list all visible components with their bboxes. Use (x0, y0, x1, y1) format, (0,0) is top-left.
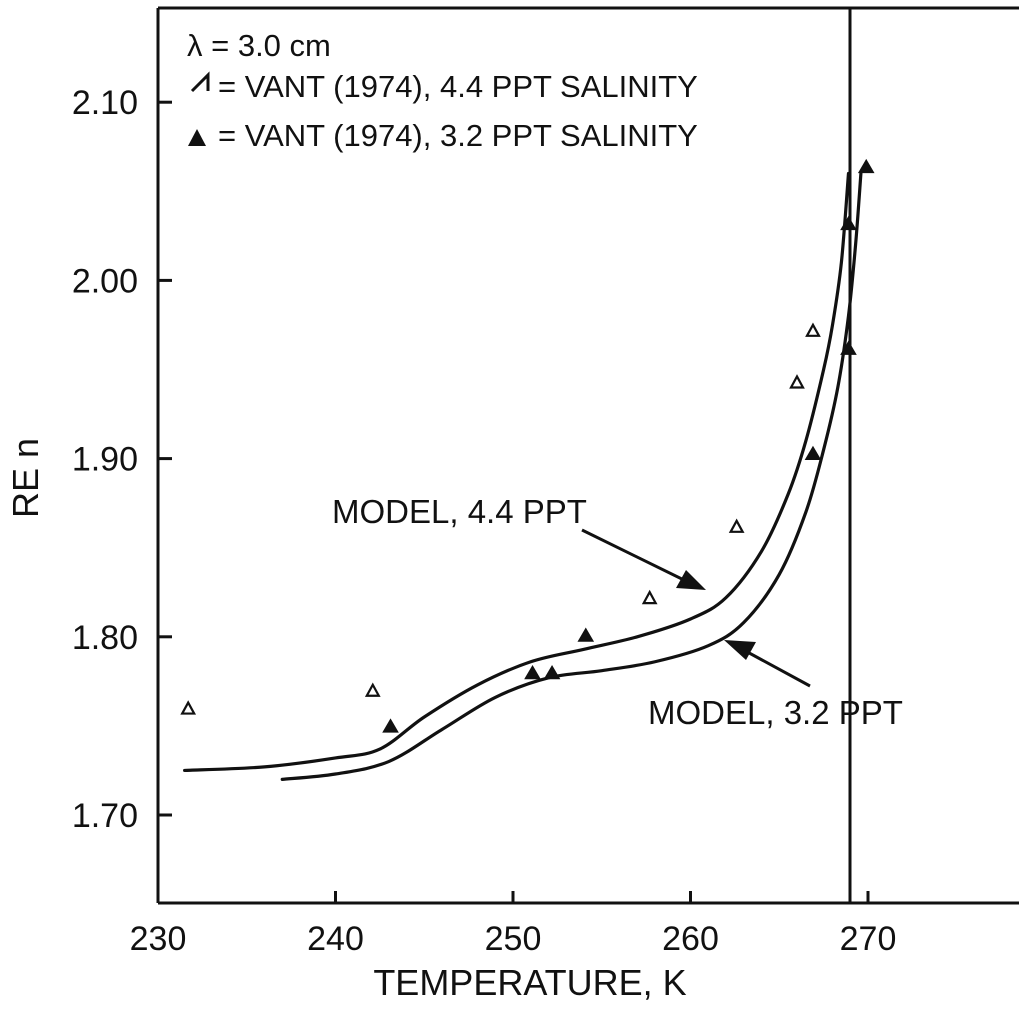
data-point-open-triangle (805, 322, 821, 337)
data-point-filled-triangle (857, 158, 875, 174)
y-tick-label: 1.90 (72, 441, 138, 479)
data-point-filled-triangle (840, 215, 857, 231)
x-tick-label: 260 (662, 920, 719, 958)
legend-series-3-2: = VANT (1974), 3.2 PPT SALINITY (218, 118, 698, 153)
annotation-model-4-4: MODEL, 4.4 PPT (332, 493, 587, 530)
annotation-model-3-2: MODEL, 3.2 PPT (648, 694, 903, 731)
model-curve-4-4 (183, 171, 851, 773)
x-tick-label: 230 (130, 920, 187, 958)
x-tick-label: 250 (485, 920, 542, 958)
data-point-open-triangle (180, 700, 197, 715)
plot-frame (156, 6, 1019, 905)
x-axis-title: TEMPERATURE, K (373, 962, 686, 1003)
legend: λ = 3.0 cm = VANT (1974), 4.4 PPT SALINI… (187, 28, 698, 153)
legend-open-triangle-icon (190, 71, 210, 93)
legend-series-4-4: = VANT (1974), 4.4 PPT SALINITY (218, 69, 698, 104)
data-point-open-triangle (789, 374, 805, 389)
model-curve-3-2 (280, 171, 863, 781)
data-points (180, 158, 875, 733)
y-tick-label: 2.10 (72, 84, 138, 122)
data-point-open-triangle (364, 682, 381, 697)
data-point-filled-triangle (840, 340, 857, 355)
data-point-filled-triangle (382, 718, 399, 733)
data-point-filled-triangle (524, 664, 541, 680)
y-tick-label: 1.80 (72, 619, 138, 657)
x-tick-label: 270 (840, 920, 897, 958)
model-curves (183, 171, 863, 781)
y-tick-label: 2.00 (72, 262, 138, 300)
x-ticks: 230 240 250 260 270 (130, 891, 897, 958)
annotations: MODEL, 4.4 PPT MODEL, 3.2 PPT (332, 493, 903, 731)
legend-filled-triangle-icon (188, 129, 206, 146)
data-point-filled-triangle (577, 627, 595, 642)
data-point-open-triangle (728, 518, 745, 533)
y-tick-label: 1.70 (72, 797, 138, 835)
x-tick-label: 240 (307, 920, 364, 958)
legend-wavelength: λ = 3.0 cm (187, 28, 331, 63)
y-axis-title: RE n (5, 438, 46, 518)
data-point-open-triangle (641, 589, 658, 605)
annotation-arrow-3-2 (724, 640, 811, 688)
y-ticks: 1.70 1.80 1.90 2.00 2.10 (72, 84, 172, 835)
data-point-filled-triangle (543, 664, 561, 680)
data-point-filled-triangle (804, 445, 822, 461)
annotation-arrow-4-4 (581, 528, 706, 590)
